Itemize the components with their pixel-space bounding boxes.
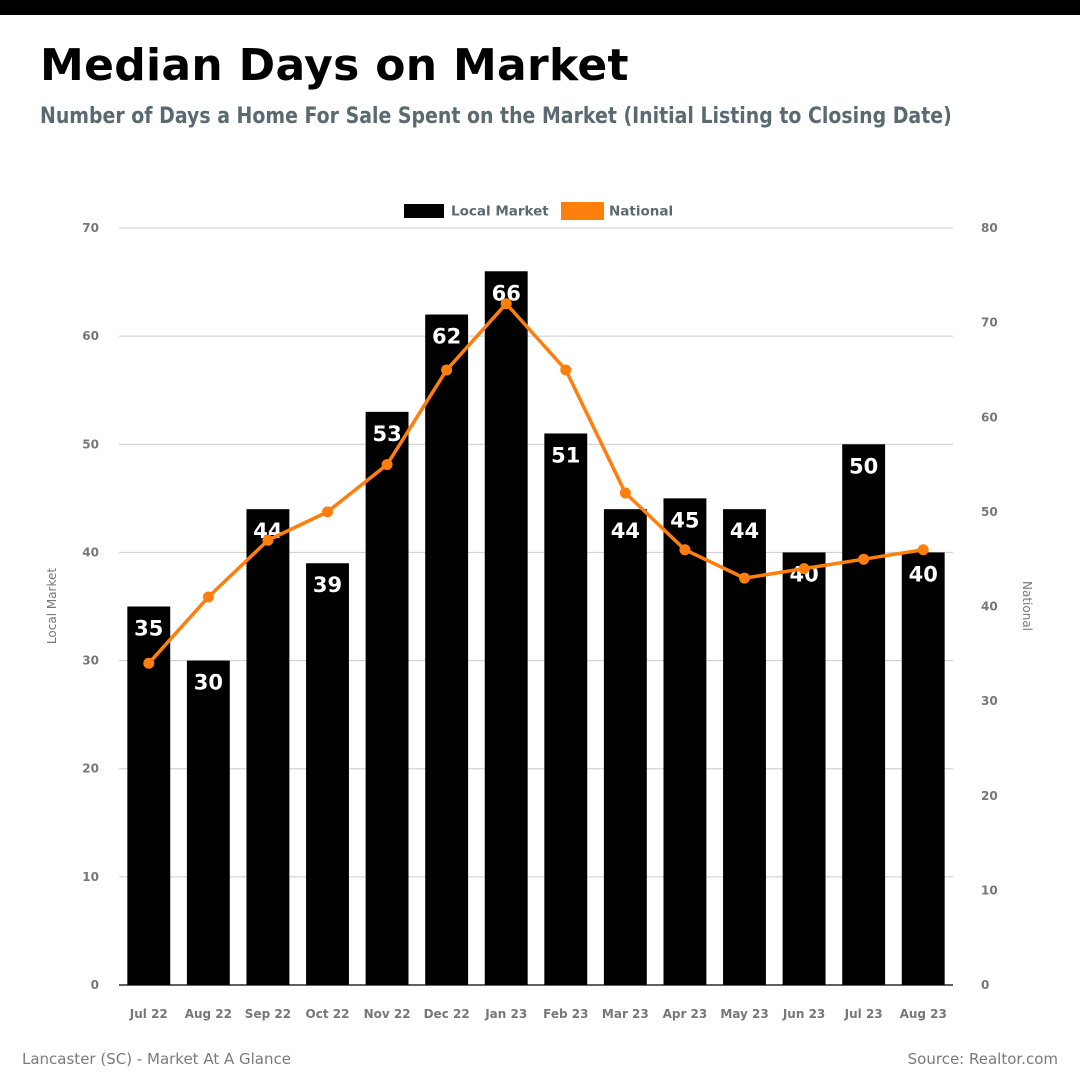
legend-swatch-national (561, 202, 604, 220)
grid-layer (119, 227, 953, 986)
x-tick-label: Feb 23 (543, 1007, 588, 1021)
left-tick-label: 50 (82, 437, 99, 451)
x-tick-label: Dec 22 (424, 1007, 470, 1021)
left-tick-label: 30 (82, 654, 99, 668)
x-tick-label: Aug 22 (185, 1007, 232, 1021)
bar (246, 509, 290, 985)
bar (603, 509, 647, 985)
chart-subtitle: Number of Days a Home For Sale Spent on … (40, 104, 952, 129)
x-tick-label: Jul 22 (129, 1007, 168, 1021)
bar (901, 552, 945, 985)
national-line (147, 301, 924, 665)
bar-data-label: 44 (611, 519, 640, 543)
national-point (858, 553, 870, 565)
x-tick-label: Aug 23 (900, 1007, 947, 1021)
right-tick-label: 50 (981, 505, 998, 519)
bar (365, 411, 409, 985)
bar-data-label: 51 (551, 443, 580, 467)
x-tick-label: Mar 23 (602, 1007, 649, 1021)
x-tick-label: Apr 23 (663, 1007, 708, 1021)
left-tick-label: 0 (91, 978, 99, 992)
national-point (679, 544, 691, 556)
national-point (381, 459, 393, 471)
national-point (560, 364, 572, 376)
right-axis-title: National (1020, 581, 1034, 631)
left-axis-title: Local Market (45, 568, 59, 644)
bar (425, 314, 469, 985)
footer-market: Lancaster (SC) - Market At A Glance (22, 1050, 291, 1068)
x-tick-label: Sep 22 (245, 1007, 291, 1021)
bar-data-label: 45 (670, 508, 699, 532)
national-point (500, 298, 512, 310)
bar (127, 606, 171, 985)
x-tick-label: Nov 22 (364, 1007, 411, 1021)
bar-data-label: 53 (372, 422, 401, 446)
right-tick-label: 70 (981, 316, 998, 330)
national-point (441, 364, 453, 376)
bar-data-label: 30 (194, 671, 223, 695)
right-tick-label: 40 (981, 600, 998, 614)
national-point (262, 534, 274, 546)
national-point (798, 563, 810, 575)
national-point (739, 572, 750, 584)
x-tick-label: Jan 23 (484, 1007, 527, 1021)
left-tick-label: 10 (82, 870, 99, 884)
left-tick-label: 60 (82, 329, 99, 343)
bar (306, 563, 349, 985)
x-tick-label: May 23 (720, 1007, 768, 1021)
x-tick-label: Jun 23 (782, 1007, 825, 1021)
bar (544, 433, 588, 985)
top-bar (0, 0, 1080, 15)
left-tick-label: 20 (82, 762, 99, 776)
bar-layer (127, 271, 945, 985)
axis-layer: 0 10 20 30 40 50 60 70 0 10 20 30 40 50 60 70 80 Local Ma… (45, 221, 1034, 1021)
national-point (619, 487, 631, 499)
bar (782, 552, 826, 985)
legend: Local Market National (404, 202, 673, 220)
bar (484, 271, 528, 985)
national-point (202, 591, 214, 603)
bar-data-label: 39 (313, 573, 342, 597)
left-tick-label: 70 (82, 221, 99, 235)
line-layer (143, 298, 929, 669)
left-tick-label: 40 (82, 545, 99, 559)
bar-data-label: 35 (134, 617, 163, 641)
bar (186, 660, 230, 985)
right-tick-label: 20 (981, 789, 998, 803)
bar (842, 444, 886, 985)
national-point (322, 506, 333, 518)
right-tick-label: 80 (981, 221, 998, 235)
footer-source: Source: Realtor.com (907, 1050, 1058, 1068)
right-tick-label: 0 (981, 978, 989, 992)
bar-data-label: 62 (432, 325, 461, 349)
chart-title: Median Days on Market (40, 40, 629, 91)
x-tick-label: Oct 22 (306, 1007, 350, 1021)
bar-data-label: 40 (909, 562, 938, 586)
legend-swatch-local (404, 204, 444, 218)
legend-label-local: Local Market (451, 204, 549, 220)
x-tick-label: Jul 23 (844, 1007, 883, 1021)
bar (663, 498, 707, 985)
right-tick-label: 30 (981, 694, 998, 708)
bar-data-label: 44 (730, 519, 759, 543)
national-point (143, 657, 155, 669)
national-point (917, 544, 929, 556)
right-tick-label: 60 (981, 410, 998, 424)
legend-label-national: National (609, 204, 673, 220)
bar (723, 509, 766, 985)
right-tick-label: 10 (981, 883, 998, 897)
bar-data-label: 50 (849, 454, 878, 478)
